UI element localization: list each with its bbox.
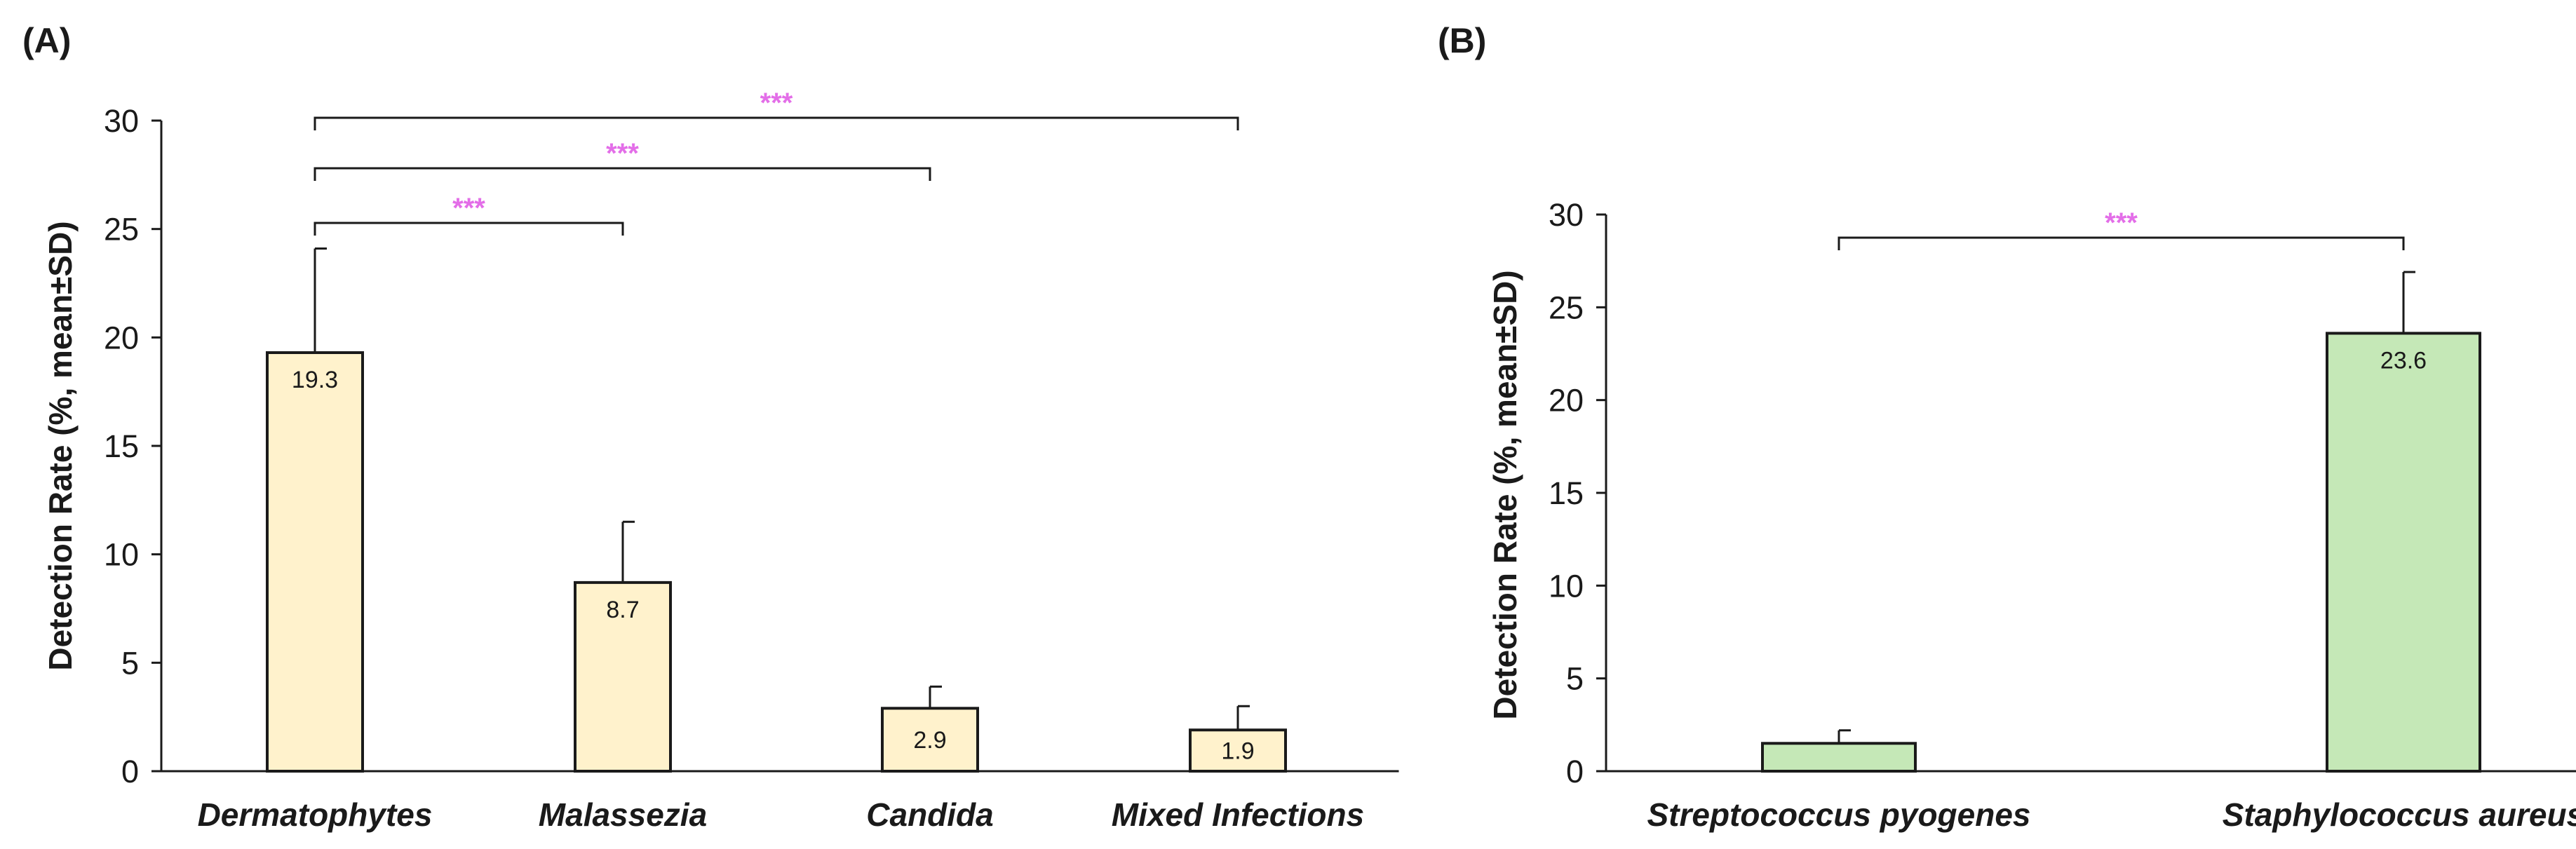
panel-a-y-tick-label: 20	[104, 320, 139, 355]
data-label-staphylococcus-aureus: 23.6	[2380, 347, 2427, 374]
panel-b-y-tick-label: 5	[1566, 661, 1584, 697]
bar-staphylococcus-aureus	[2326, 332, 2481, 773]
panel-a-y-axis-label: Detection Rate (%, mean±SD)	[42, 221, 79, 670]
panel-a-y-tick-label: 25	[104, 212, 139, 247]
bar-mixed-infections	[1189, 728, 1287, 773]
category-label-streptococcus-pyogenes: Streptococcus pyogenes	[1647, 796, 2030, 833]
panel-b-y-tick-label: 30	[1549, 197, 1584, 233]
panel-b-label: (B)	[1438, 21, 1486, 60]
data-label-malassezia: 8.7	[606, 597, 639, 623]
significance-bracket	[313, 167, 931, 181]
panel-a-y-tick-label: 10	[104, 537, 139, 573]
data-label-candida: 2.9	[913, 727, 946, 754]
panel-a-y-tick-label: 15	[104, 428, 139, 464]
significance-bracket	[313, 222, 624, 236]
significance-label: ***	[606, 138, 639, 169]
panel-b-y-axis-label: Detection Rate (%, mean±SD)	[1487, 270, 1523, 719]
bar-streptococcus-pyogenes	[1761, 742, 1917, 773]
significance-label: ***	[452, 193, 485, 224]
category-label-malassezia: Malassezia	[539, 796, 707, 833]
category-label-mixed-infections: Mixed Infections	[1112, 796, 1364, 833]
panel-a-y-tick-label: 5	[121, 645, 139, 681]
panel-b-y-tick-label: 25	[1549, 290, 1584, 325]
category-label-staphylococcus-aureus: Staphylococcus aureus	[2223, 796, 2576, 833]
panel-b-y-tick-label: 15	[1549, 475, 1584, 511]
significance-bracket	[1837, 236, 2405, 250]
category-label-dermatophytes: Dermatophytes	[198, 796, 433, 833]
bar-malassezia	[574, 580, 672, 773]
bar-dermatophytes	[266, 351, 364, 773]
panel-b-y-tick-label: 10	[1549, 568, 1584, 604]
data-label-mixed-infections: 1.9	[1221, 738, 1254, 765]
panel-a-label: (A)	[22, 21, 71, 60]
panel-b-y-tick-label: 0	[1566, 754, 1584, 789]
data-label-dermatophytes: 19.3	[292, 367, 338, 393]
panel-b-chart: (B) 0 5 10 15 20 25 30 Detection Rate (%, mean±S…	[1438, 21, 2576, 833]
panel-a-y-tick-label: 30	[104, 103, 139, 139]
significance-label: ***	[760, 88, 793, 118]
significance-bracket	[313, 116, 1239, 130]
panel-a-chart: (A) 0 5 10 15 20 25 30 Detection Rate (%, mean±S…	[22, 21, 1399, 833]
panel-a-y-tick-label: 0	[121, 754, 139, 789]
category-label-candida: Candida	[866, 796, 993, 833]
panel-b-y-tick-label: 20	[1549, 383, 1584, 419]
significance-label: ***	[2105, 208, 2138, 238]
